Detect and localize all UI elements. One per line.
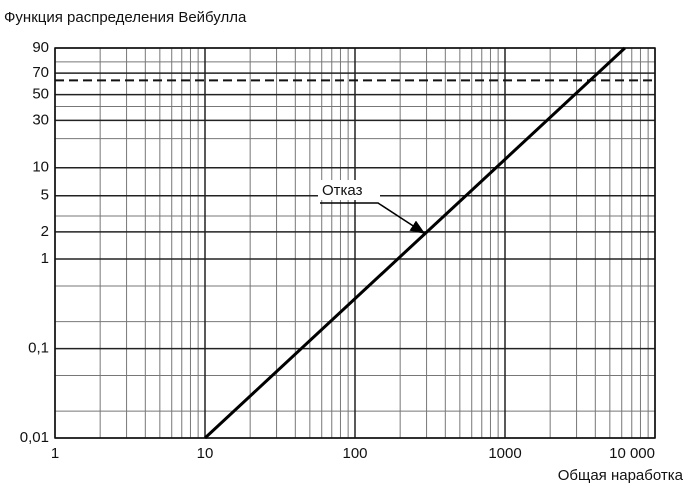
- y-tick-label: 90: [32, 39, 49, 56]
- y-tick-label: 10: [32, 159, 49, 176]
- chart-title: Функция распределения Вейбулла: [4, 9, 247, 26]
- y-tick-label: 1: [41, 250, 49, 267]
- x-tick-label: 100: [342, 445, 367, 462]
- annotation-arrow: [320, 202, 426, 234]
- x-tick-label: 1000: [488, 445, 521, 462]
- plot-frame: [54, 47, 656, 439]
- x-tick-label: 1: [51, 445, 59, 462]
- annotation: Отказ: [322, 182, 363, 199]
- series-line: [203, 46, 626, 440]
- y-tick-label: 0,01: [20, 429, 49, 446]
- y-tick-label: 5: [41, 187, 49, 204]
- x-axis-label: Общая наработка: [558, 467, 684, 484]
- annotation-bg: [318, 180, 380, 200]
- x-tick-label: 10 000: [609, 445, 655, 462]
- x-tick-label: 10: [197, 445, 214, 462]
- y-tick-label: 2: [41, 223, 49, 240]
- y-tick-label: 50: [32, 86, 49, 103]
- y-tick-label: 70: [32, 64, 49, 81]
- y-tick-label: 0,1: [28, 340, 49, 357]
- y-tick-label: 30: [32, 111, 49, 128]
